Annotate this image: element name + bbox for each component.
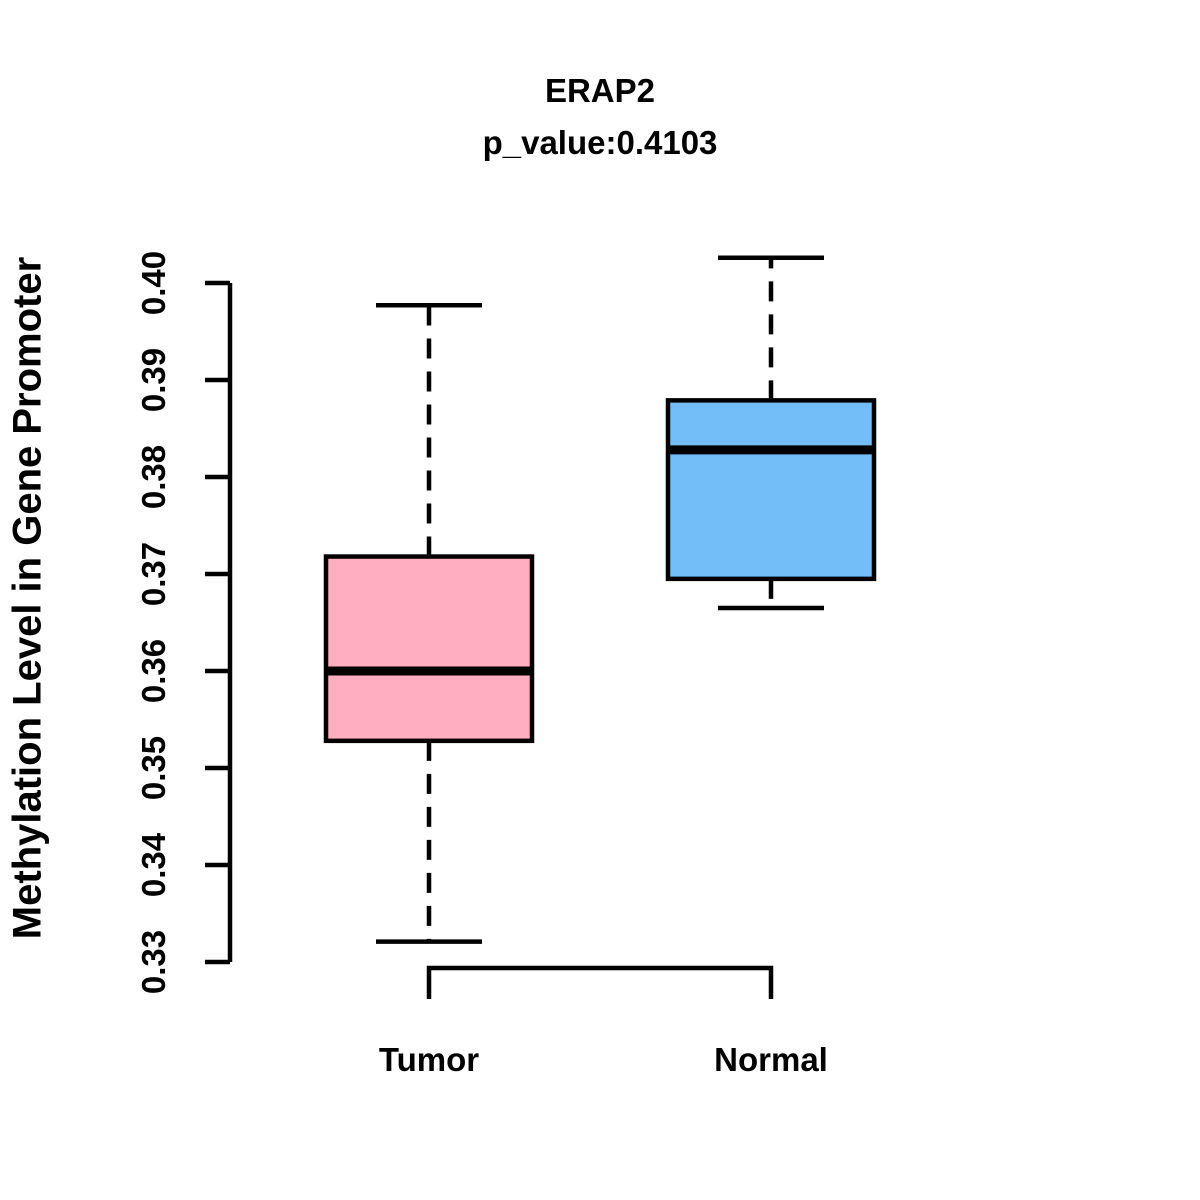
y-tick-label: 0.40 xyxy=(135,250,172,316)
chart-title: ERAP2 xyxy=(544,72,656,109)
x-axis-bracket xyxy=(426,965,774,999)
x-category-label-normal: Normal xyxy=(714,1041,828,1078)
y-tick-label: 0.36 xyxy=(135,638,172,704)
y-tick-label: 0.39 xyxy=(135,347,172,413)
y-tick-label: 0.35 xyxy=(135,735,172,801)
y-tick-label: 0.33 xyxy=(135,929,172,995)
tumor-box xyxy=(323,554,535,744)
normal-box xyxy=(665,398,877,582)
y-tick-label: 0.34 xyxy=(135,832,172,898)
y-tick-label: 0.38 xyxy=(135,444,172,510)
x-category-label-tumor: Tumor xyxy=(378,1041,480,1078)
y-tick-label: 0.37 xyxy=(135,541,172,607)
chart-subtitle-pvalue: p_value:0.4103 xyxy=(482,124,718,161)
